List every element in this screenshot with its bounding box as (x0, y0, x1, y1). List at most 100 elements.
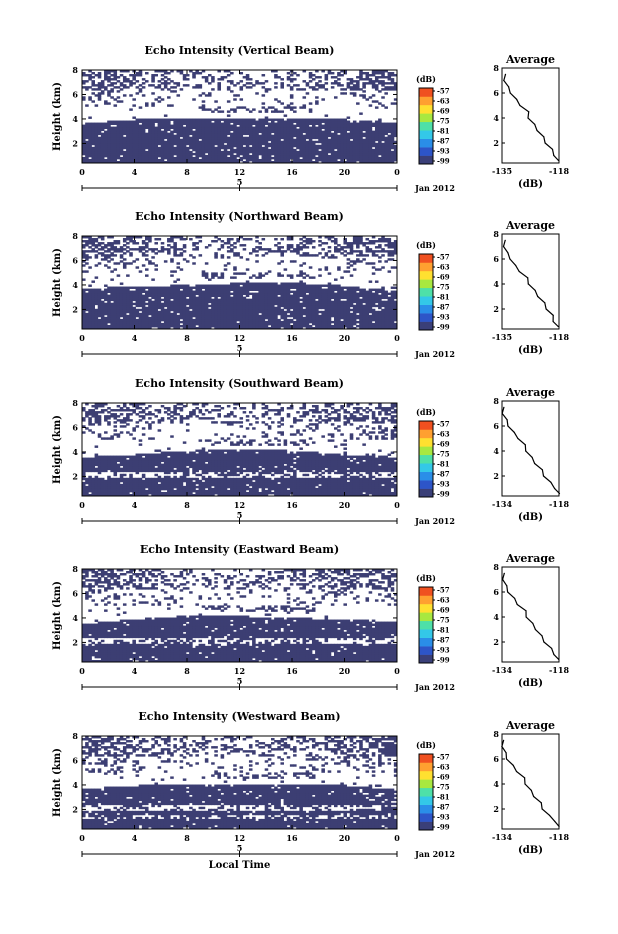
echo-cell (378, 90, 382, 92)
echo-cell (214, 285, 218, 287)
echo-cell (343, 250, 347, 252)
colorbar-tick-label: -81 (437, 127, 450, 136)
echo-cell (139, 84, 143, 86)
echo-cell (145, 80, 149, 82)
echo-cell (353, 84, 357, 86)
echo-cell (315, 96, 319, 98)
echo-cell (221, 285, 225, 287)
echo-cell (255, 92, 259, 94)
echo-cell (132, 74, 136, 76)
echo-cell (369, 96, 373, 98)
echo-cell (104, 244, 108, 246)
echo-cell (120, 82, 124, 84)
echo-cell (139, 106, 143, 108)
echo-cell (362, 133, 366, 135)
profile-x-axis-label: (dB) (518, 179, 543, 190)
echo-cell (287, 104, 291, 106)
echo-cell (277, 297, 281, 299)
echo-cell (315, 254, 319, 256)
echo-cell (262, 102, 266, 104)
echo-cell (265, 127, 269, 129)
echo-cell (177, 119, 181, 121)
echo-cell (293, 110, 297, 112)
echo-cell (262, 254, 266, 256)
echo-cell (299, 119, 303, 121)
echo-cell (183, 74, 187, 76)
echo-cell (337, 285, 341, 287)
echo-cell (315, 157, 319, 159)
echo-cell (114, 98, 118, 100)
colorbar-label: (dB) (416, 74, 436, 84)
echo-cell (85, 240, 89, 242)
echo-cell (132, 248, 136, 250)
echo-cell (312, 285, 316, 287)
echo-cell (123, 151, 127, 153)
echo-cell (243, 106, 247, 108)
echo-cell (192, 291, 196, 293)
echo-cell (381, 96, 385, 98)
echo-cell (347, 117, 351, 119)
echo-cell (262, 238, 266, 240)
echo-cell (136, 248, 140, 250)
echo-cell (315, 88, 319, 90)
echo-cell (173, 135, 177, 137)
echo-cell (221, 123, 225, 125)
echo-cell (107, 248, 111, 250)
echo-cell (139, 270, 143, 272)
profile-point (543, 136, 544, 137)
echo-cell (265, 88, 269, 90)
echo-cell (277, 246, 281, 248)
echo-cell (95, 84, 99, 86)
echo-cell (227, 238, 231, 240)
echo-cell (195, 297, 199, 299)
echo-cell (227, 119, 231, 121)
echo-cell (325, 114, 329, 116)
echo-cell (151, 248, 155, 250)
echo-cell (334, 278, 338, 280)
echo-cell (164, 309, 168, 311)
echo-cell (230, 283, 234, 285)
echo-cell (154, 248, 158, 250)
profile-point (534, 124, 535, 125)
echo-cell (236, 283, 240, 285)
profile-point (508, 86, 509, 87)
echo-cell (132, 287, 136, 289)
echo-cell (126, 121, 130, 123)
echo-cell (243, 272, 247, 274)
echo-cell (277, 100, 281, 102)
echo-cell (211, 76, 215, 78)
echo-cell (170, 274, 174, 276)
echo-cell (277, 119, 281, 121)
echo-cell (318, 84, 322, 86)
echo-cell (167, 72, 171, 74)
echo-cell (240, 119, 244, 121)
echo-cell (240, 98, 244, 100)
echo-cell (249, 78, 253, 80)
echo-cell (366, 121, 370, 123)
echo-cell (306, 92, 310, 94)
echo-cell (173, 242, 177, 244)
echo-cell (315, 301, 319, 303)
echo-cell (98, 289, 102, 291)
echo-cell (249, 252, 253, 254)
echo-cell (91, 289, 95, 291)
echo-cell (161, 323, 165, 325)
colorbar-tick-label: -93 (437, 147, 450, 156)
echo-cell (296, 119, 300, 121)
echo-cell (221, 244, 225, 246)
echo-cell (343, 238, 347, 240)
echo-cell (277, 319, 281, 321)
echo-cell (255, 283, 259, 285)
echo-cell (353, 92, 357, 94)
echo-cell (98, 248, 102, 250)
echo-cell (123, 76, 127, 78)
echo-cell (211, 285, 215, 287)
echo-cell (271, 110, 275, 112)
echo-cell (331, 325, 335, 327)
echo-cell (340, 287, 344, 289)
echo-cell (340, 301, 344, 303)
echo-cell (167, 78, 171, 80)
echo-cell (331, 82, 335, 84)
echo-cell (189, 151, 193, 153)
echo-cell (161, 287, 165, 289)
